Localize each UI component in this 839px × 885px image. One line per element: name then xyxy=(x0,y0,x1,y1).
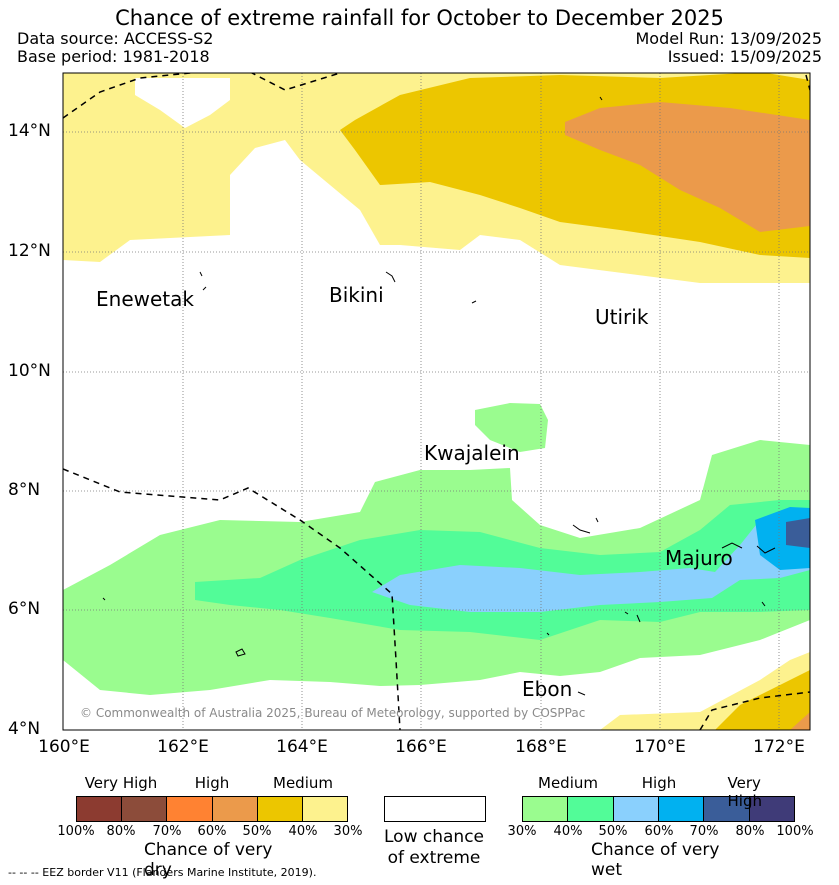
base-period-label: Base period: 1981-2018 xyxy=(17,47,210,66)
lon-label-168e: 168°E xyxy=(515,737,567,757)
swatch-dry-40-50 xyxy=(257,797,303,821)
dry-level-medium: Medium xyxy=(273,774,333,792)
dry-tick: 30% xyxy=(333,824,363,839)
dry-tick: 60% xyxy=(197,824,227,839)
swatch-wet-30-40 xyxy=(523,797,569,821)
place-label-enewetak: Enewetak xyxy=(96,287,194,311)
wet-tick: 60% xyxy=(644,824,674,839)
wet-region-70-80 xyxy=(786,518,810,548)
dry-level-very-high: Very High xyxy=(84,774,158,792)
data-source-label: Data source: ACCESS-S2 xyxy=(17,29,214,48)
lon-label-172e: 172°E xyxy=(753,737,805,757)
lon-label-160e: 160°E xyxy=(38,737,90,757)
lat-label-10n: 10°N xyxy=(8,361,51,381)
eez-border-note: -- -- -- EEZ border V11 (Flanders Marine… xyxy=(8,866,317,879)
swatch-dry-70-80 xyxy=(122,797,168,821)
swatch-wet-50-60 xyxy=(613,797,659,821)
swatch-dry-30-40 xyxy=(302,797,348,821)
swatch-wet-60-70 xyxy=(658,797,705,821)
wet-legend-title: Chance of very wet xyxy=(591,840,720,880)
dry-legend-title: Chance of very dry xyxy=(144,840,273,880)
place-label-utirik: Utirik xyxy=(595,305,649,329)
dry-tick: 80% xyxy=(106,824,136,839)
model-run-label: Model Run: 13/09/2025 xyxy=(635,29,823,48)
dry-tick: 50% xyxy=(242,824,272,839)
eez-border xyxy=(63,73,810,730)
chart-title: Chance of extreme rainfall for October t… xyxy=(115,6,724,30)
low-chance-gap-north xyxy=(135,78,230,128)
wet-region-50-60 xyxy=(372,508,810,612)
swatch-dry-80-100 xyxy=(77,797,123,821)
dry-tick: 100% xyxy=(57,824,95,839)
lat-label-6n: 6°N xyxy=(8,599,41,619)
wet-tick: 30% xyxy=(507,824,537,839)
lat-label-4n: 4°N xyxy=(8,719,41,739)
swatch-wet-80-100 xyxy=(749,797,794,821)
lon-label-170e: 170°E xyxy=(634,737,686,757)
swatch-dry-60-70 xyxy=(167,797,213,821)
lon-label-166e: 166°E xyxy=(395,737,447,757)
dry-tick: 40% xyxy=(288,824,318,839)
lat-label-8n: 8°N xyxy=(8,480,41,500)
wet-level-medium: Medium xyxy=(538,774,598,792)
wet-level-very-high: Very High xyxy=(727,774,762,810)
low-chance-label-line1: Low chance xyxy=(384,827,484,847)
place-label-kwajalein: Kwajalein xyxy=(424,441,520,465)
lon-label-162e: 162°E xyxy=(157,737,209,757)
island-outlines xyxy=(102,96,776,696)
swatch-dry-50-60 xyxy=(212,797,258,821)
dry-region-se-50-60 xyxy=(790,712,810,730)
wet-tick: 70% xyxy=(689,824,719,839)
dry-colorbar-swatches xyxy=(76,796,348,822)
dry-tick: 70% xyxy=(152,824,182,839)
wet-region-kwajalein xyxy=(475,403,548,452)
lon-label-164e: 164°E xyxy=(276,737,328,757)
place-label-ebon: Ebon xyxy=(522,677,573,701)
swatch-wet-40-50 xyxy=(568,797,614,821)
copyright-notice: © Commonwealth of Australia 2025, Bureau… xyxy=(80,706,586,720)
wet-colorbar-swatches xyxy=(522,796,795,822)
dry-region-se-40-50 xyxy=(715,670,810,730)
issued-label: Issued: 15/09/2025 xyxy=(667,47,822,66)
swatch-wet-70-80 xyxy=(704,797,750,821)
low-chance-label-line2: of extreme xyxy=(387,848,481,868)
wet-level-high: High xyxy=(641,774,677,792)
low-chance-swatch xyxy=(384,796,486,822)
lat-label-12n: 12°N xyxy=(8,241,51,261)
low-chance-gap-center xyxy=(230,140,380,245)
place-label-bikini: Bikini xyxy=(329,283,384,307)
dry-colorbar: Very High High Medium 100% 80% 70% 60% 5… xyxy=(57,774,362,880)
dry-region-50-60 xyxy=(565,102,810,232)
map-frame xyxy=(62,72,811,731)
wet-colorbar: Medium High Very High 30% 40% 50% 60% 70… xyxy=(508,774,814,880)
place-label-majuro: Majuro xyxy=(665,546,733,570)
wet-tick: 50% xyxy=(598,824,628,839)
wet-tick: 40% xyxy=(553,824,583,839)
wet-tick: 100% xyxy=(776,824,814,839)
wet-tick: 80% xyxy=(735,824,765,839)
lat-label-14n: 14°N xyxy=(8,121,51,141)
dry-level-high: High xyxy=(194,774,230,792)
